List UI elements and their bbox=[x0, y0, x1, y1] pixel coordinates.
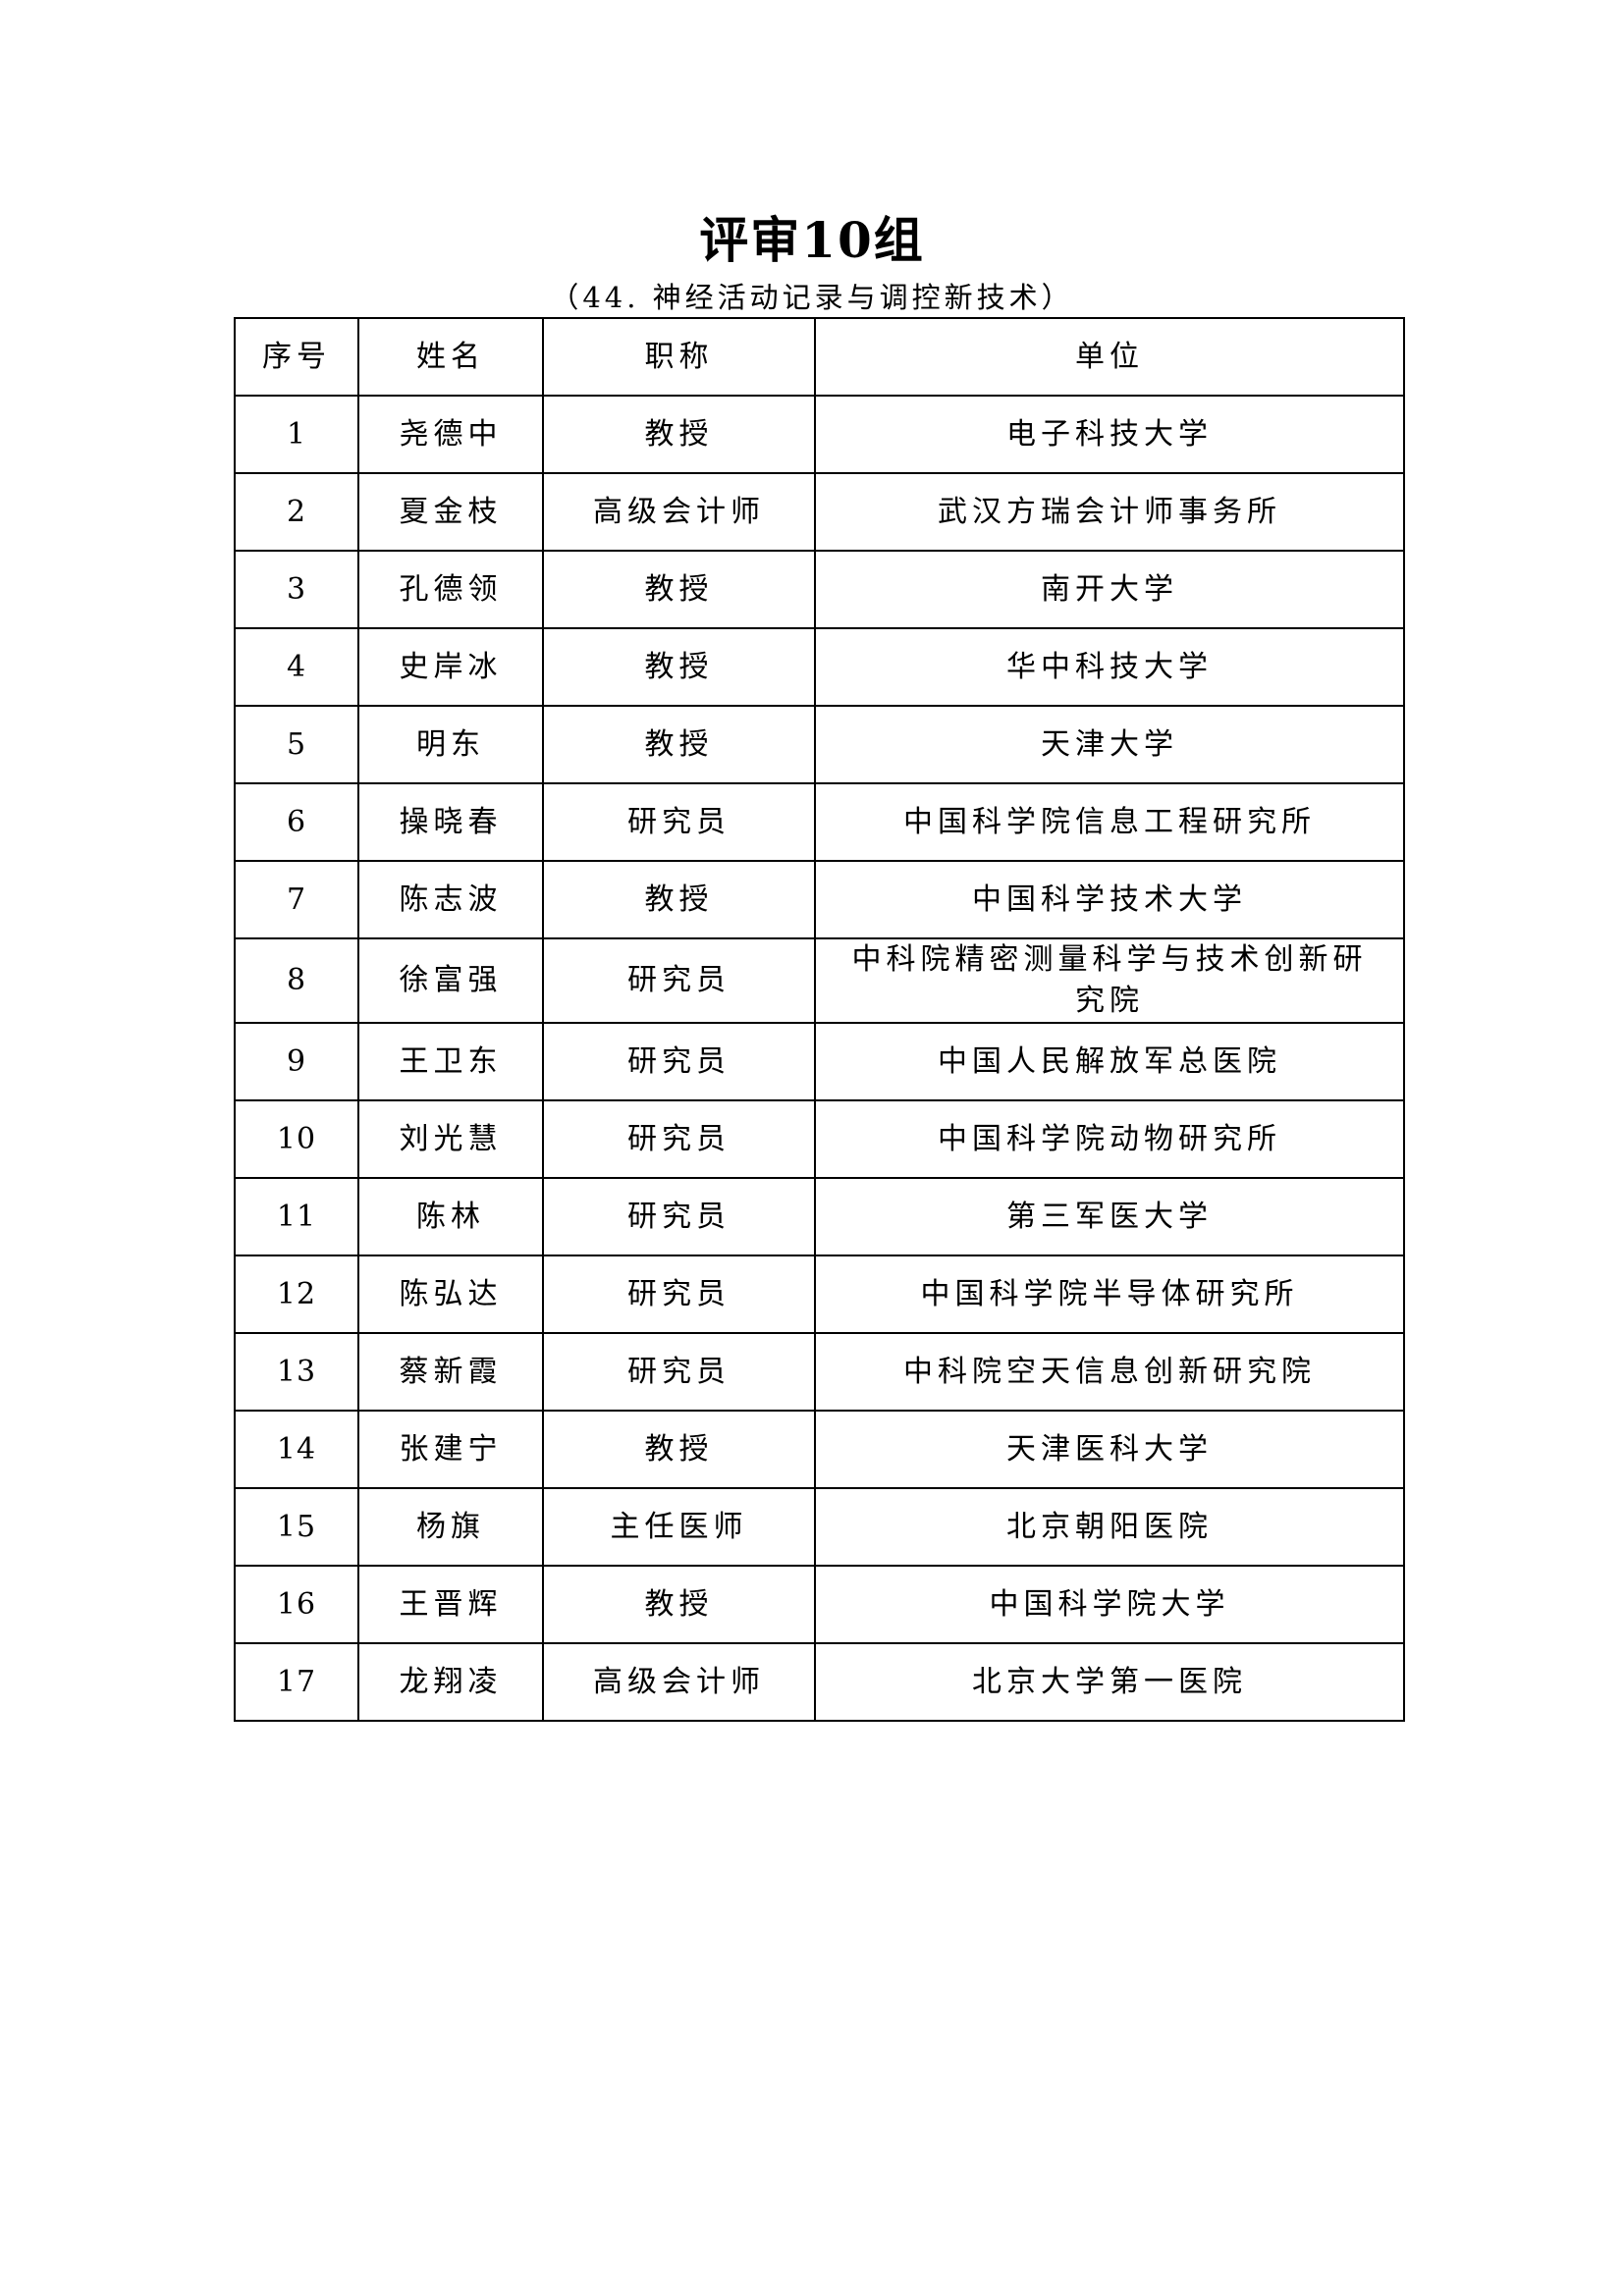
name-cell: 徐富强 bbox=[357, 937, 544, 1024]
table-row: 14 张建宁 教授 天津医科大学 bbox=[234, 1410, 1405, 1489]
header-name: 姓名 bbox=[357, 317, 544, 397]
name-cell: 蔡新霞 bbox=[357, 1332, 544, 1412]
name-cell: 陈林 bbox=[357, 1177, 544, 1256]
name-cell: 操晓春 bbox=[357, 782, 544, 862]
title-cell: 教授 bbox=[542, 860, 816, 939]
header-index: 序号 bbox=[234, 317, 359, 397]
index-cell: 2 bbox=[234, 472, 359, 552]
table-row: 12 陈弘达 研究员 中国科学院半导体研究所 bbox=[234, 1255, 1405, 1334]
title-cell: 高级会计师 bbox=[542, 472, 816, 552]
institution-cell: 中国科学技术大学 bbox=[814, 860, 1405, 939]
table-row: 13 蔡新霞 研究员 中科院空天信息创新研究院 bbox=[234, 1332, 1405, 1412]
title-cell: 研究员 bbox=[542, 937, 816, 1024]
institution-cell: 中科院空天信息创新研究院 bbox=[814, 1332, 1405, 1412]
reviewer-table: 序号 姓名 职称 单位 1 尧德中 教授 电子科技大学 2 夏金枝 高级会计师 武汉方瑞会计师… bbox=[234, 317, 1405, 1722]
index-cell: 7 bbox=[234, 860, 359, 939]
title-cell: 研究员 bbox=[542, 1177, 816, 1256]
name-cell: 明东 bbox=[357, 705, 544, 784]
index-cell: 16 bbox=[234, 1565, 359, 1644]
institution-cell: 南开大学 bbox=[814, 550, 1405, 629]
table-row: 9 王卫东 研究员 中国人民解放军总医院 bbox=[234, 1022, 1405, 1101]
institution-cell: 天津医科大学 bbox=[814, 1410, 1405, 1489]
table-row: 5 明东 教授 天津大学 bbox=[234, 705, 1405, 784]
title-cell: 研究员 bbox=[542, 1022, 816, 1101]
title-cell: 高级会计师 bbox=[542, 1642, 816, 1722]
index-cell: 9 bbox=[234, 1022, 359, 1101]
title-cell: 教授 bbox=[542, 395, 816, 474]
table-row: 17 龙翔凌 高级会计师 北京大学第一医院 bbox=[234, 1642, 1405, 1722]
table-row: 11 陈林 研究员 第三军医大学 bbox=[234, 1177, 1405, 1256]
title-cell: 教授 bbox=[542, 627, 816, 707]
header-title: 职称 bbox=[542, 317, 816, 397]
index-cell: 8 bbox=[234, 937, 359, 1024]
institution-cell: 北京朝阳医院 bbox=[814, 1487, 1405, 1567]
table-row: 16 王晋辉 教授 中国科学院大学 bbox=[234, 1565, 1405, 1644]
institution-cell: 中国人民解放军总医院 bbox=[814, 1022, 1405, 1101]
table-row: 1 尧德中 教授 电子科技大学 bbox=[234, 395, 1405, 474]
table-row: 4 史岸冰 教授 华中科技大学 bbox=[234, 627, 1405, 707]
title-cell: 研究员 bbox=[542, 1255, 816, 1334]
index-cell: 4 bbox=[234, 627, 359, 707]
institution-cell: 中国科学院动物研究所 bbox=[814, 1099, 1405, 1179]
name-cell: 陈志波 bbox=[357, 860, 544, 939]
title-cell: 教授 bbox=[542, 550, 816, 629]
index-cell: 3 bbox=[234, 550, 359, 629]
name-cell: 王晋辉 bbox=[357, 1565, 544, 1644]
index-cell: 12 bbox=[234, 1255, 359, 1334]
table-row: 6 操晓春 研究员 中国科学院信息工程研究所 bbox=[234, 782, 1405, 862]
title-cell: 教授 bbox=[542, 705, 816, 784]
name-cell: 夏金枝 bbox=[357, 472, 544, 552]
institution-cell: 北京大学第一医院 bbox=[814, 1642, 1405, 1722]
index-cell: 13 bbox=[234, 1332, 359, 1412]
index-cell: 11 bbox=[234, 1177, 359, 1256]
table-header-row: 序号 姓名 职称 单位 bbox=[234, 317, 1405, 397]
table-row: 8 徐富强 研究员 中科院精密测量科学与技术创新研究院 bbox=[234, 937, 1405, 1024]
index-cell: 6 bbox=[234, 782, 359, 862]
name-cell: 孔德领 bbox=[357, 550, 544, 629]
page-title: 评审10组 bbox=[699, 211, 925, 269]
table-row: 7 陈志波 教授 中国科学技术大学 bbox=[234, 860, 1405, 939]
name-cell: 龙翔凌 bbox=[357, 1642, 544, 1722]
table-row: 2 夏金枝 高级会计师 武汉方瑞会计师事务所 bbox=[234, 472, 1405, 552]
institution-cell: 武汉方瑞会计师事务所 bbox=[814, 472, 1405, 552]
institution-cell: 华中科技大学 bbox=[814, 627, 1405, 707]
name-cell: 史岸冰 bbox=[357, 627, 544, 707]
index-cell: 5 bbox=[234, 705, 359, 784]
index-cell: 1 bbox=[234, 395, 359, 474]
title-cell: 研究员 bbox=[542, 782, 816, 862]
institution-cell: 中国科学院半导体研究所 bbox=[814, 1255, 1405, 1334]
institution-cell: 中国科学院大学 bbox=[814, 1565, 1405, 1644]
header-institution: 单位 bbox=[814, 317, 1405, 397]
institution-cell: 电子科技大学 bbox=[814, 395, 1405, 474]
index-cell: 14 bbox=[234, 1410, 359, 1489]
title-cell: 教授 bbox=[542, 1565, 816, 1644]
table-row: 10 刘光慧 研究员 中国科学院动物研究所 bbox=[234, 1099, 1405, 1179]
title-cell: 教授 bbox=[542, 1410, 816, 1489]
title-cell: 主任医师 bbox=[542, 1487, 816, 1567]
institution-cell: 中国科学院信息工程研究所 bbox=[814, 782, 1405, 862]
institution-cell: 中科院精密测量科学与技术创新研究院 bbox=[814, 937, 1405, 1024]
table-row: 3 孔德领 教授 南开大学 bbox=[234, 550, 1405, 629]
institution-cell: 天津大学 bbox=[814, 705, 1405, 784]
institution-cell: 第三军医大学 bbox=[814, 1177, 1405, 1256]
name-cell: 陈弘达 bbox=[357, 1255, 544, 1334]
name-cell: 张建宁 bbox=[357, 1410, 544, 1489]
title-cell: 研究员 bbox=[542, 1332, 816, 1412]
name-cell: 刘光慧 bbox=[357, 1099, 544, 1179]
table-row: 15 杨旗 主任医师 北京朝阳医院 bbox=[234, 1487, 1405, 1567]
title-cell: 研究员 bbox=[542, 1099, 816, 1179]
index-cell: 15 bbox=[234, 1487, 359, 1567]
index-cell: 10 bbox=[234, 1099, 359, 1179]
name-cell: 王卫东 bbox=[357, 1022, 544, 1101]
index-cell: 17 bbox=[234, 1642, 359, 1722]
name-cell: 尧德中 bbox=[357, 395, 544, 474]
name-cell: 杨旗 bbox=[357, 1487, 544, 1567]
page-subtitle: （44. 神经活动记录与调控新技术） bbox=[550, 281, 1074, 314]
